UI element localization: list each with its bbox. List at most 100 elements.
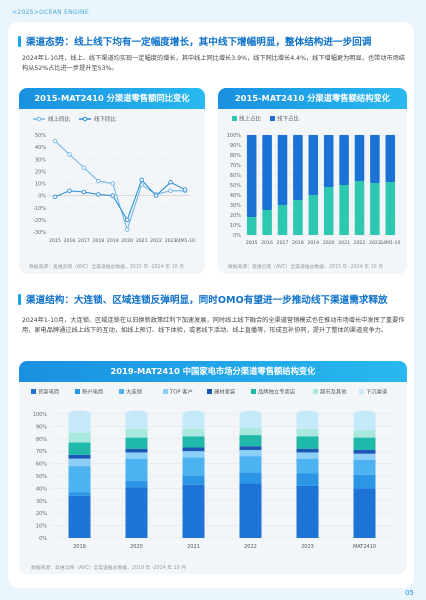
y-tick-label: 10%: [35, 182, 46, 188]
x-tick-label: 2017: [78, 238, 90, 244]
bar-segment: [239, 456, 262, 473]
legend-label-1: 线下同比: [94, 115, 117, 123]
bar-segment: [353, 488, 376, 538]
bar-segment: [296, 436, 319, 449]
bar-segment: [125, 437, 148, 449]
bar-segment: [182, 414, 205, 429]
data-point: [124, 227, 130, 232]
bar-segment: [68, 442, 91, 455]
data-point: [182, 187, 188, 192]
x-tick-label: 2015: [246, 240, 258, 246]
series-line-1: [54, 178, 186, 222]
bar-segment: [239, 414, 262, 428]
y-tick-label: 20%: [35, 169, 46, 175]
bar-segment: [277, 135, 288, 205]
data-point: [168, 180, 173, 185]
legend-label-0: 货架电商: [38, 388, 59, 396]
data-point: [52, 194, 58, 200]
legend-swatch-2: [119, 389, 124, 394]
legend-label-0: 线上占比: [239, 115, 262, 123]
y-tick-label: 20%: [230, 213, 241, 219]
chart-channels-plot: 货架电商 新兴电商 大连锁 TOP 客户 建材家装 品牌独立专卖店 超市及其他 下沉渠道 100…: [31, 388, 393, 550]
x-tick-label: 2019: [107, 238, 119, 244]
data-point: [96, 192, 101, 197]
legend-swatch-1: [75, 389, 80, 394]
legend-swatch-0: [232, 116, 237, 121]
legend-swatch-6: [313, 389, 318, 394]
y-tick-label: -30%: [33, 230, 46, 236]
bar-segment: [239, 427, 262, 436]
bar-segment: [239, 446, 262, 450]
bar-segment: [125, 487, 148, 538]
y-tick-label: 40%: [230, 193, 241, 199]
x-tick-label: 2023: [301, 544, 314, 550]
data-point: [110, 193, 116, 198]
legend-label-5: 品牌独立专卖店: [258, 388, 295, 396]
y-tick-label: 60%: [230, 173, 241, 179]
data-point: [81, 165, 87, 170]
x-tick-label: 2017: [277, 240, 289, 246]
bar-segment: [296, 428, 319, 437]
chart-structure-title: 2015-MAT2410 分渠道零售额结构变化: [218, 88, 407, 109]
bar-segment: [68, 432, 91, 443]
bar-cap: [296, 410, 319, 418]
x-tick-label: MAT2410: [353, 544, 376, 550]
bar-segment: [246, 217, 257, 235]
chart-channels-source: 数据来源：奥维云网（AVC）全渠道推总数据，2019 年 -2024 年 10 …: [31, 566, 187, 571]
y-tick-label: 60%: [36, 462, 47, 468]
bar-cap: [68, 410, 91, 418]
x-tick-label: 2020: [323, 240, 335, 246]
x-tick-label: 2023: [369, 240, 381, 246]
y-tick-label: 90%: [36, 424, 47, 430]
y-tick-label: 80%: [230, 153, 241, 159]
data-point: [153, 193, 159, 198]
bar-segment: [353, 459, 376, 475]
legend-label-7: 下沉渠道: [366, 388, 388, 396]
y-tick-label: 50%: [36, 474, 47, 480]
bar-segment: [296, 485, 319, 538]
bar-segment: [339, 185, 349, 235]
data-point: [139, 177, 144, 183]
y-tick-label: 90%: [230, 143, 241, 149]
bar-segment: [239, 435, 262, 447]
x-tick-label: 2021: [187, 544, 200, 550]
x-tick-label: 2019: [73, 544, 86, 550]
x-tick-label: 2019: [307, 240, 319, 246]
bar-segment: [353, 449, 376, 454]
bar-segment: [68, 414, 91, 433]
legend-swatch-4: [207, 389, 212, 394]
y-tick-label: 0%: [39, 536, 47, 542]
bar-cap: [125, 410, 148, 418]
bar-segment: [353, 453, 376, 460]
y-tick-label: 20%: [36, 511, 47, 517]
section2-paragraph: 2024年1-10月，大连锁、区域连锁在以旧换新政策红利下加速发展，同时线上线下…: [22, 317, 405, 334]
bar-segment: [125, 448, 148, 453]
bar-segment: [296, 473, 319, 486]
bar-segment: [182, 428, 205, 437]
bar-segment: [182, 451, 205, 458]
bar-segment: [277, 205, 288, 235]
data-point: [110, 181, 116, 186]
bar-segment: [353, 430, 376, 438]
section1-heading-bar: [18, 36, 21, 47]
bar-segment: [296, 458, 319, 474]
data-point: [67, 188, 72, 194]
bar-segment: [125, 452, 148, 459]
y-tick-label: -10%: [33, 206, 46, 212]
legend-marker-0: [36, 116, 42, 122]
y-tick-label: 0%: [38, 194, 46, 200]
y-tick-label: 70%: [230, 163, 241, 169]
chart-channels-card: 2019-MAT2410 中国家电市场分渠道零售额结构变化 货架电商 新兴电商 大连…: [19, 361, 407, 574]
y-tick-label: 40%: [35, 145, 46, 151]
data-point: [81, 189, 87, 195]
x-tick-label: 2022: [354, 240, 366, 246]
x-tick-label: 2021: [136, 238, 148, 244]
bar-segment: [239, 472, 262, 484]
bar-segment: [370, 183, 380, 235]
y-tick-label: 40%: [36, 486, 47, 492]
bar-segment: [182, 457, 205, 476]
bar-segment: [296, 452, 319, 459]
section2-heading: 渠道结构：大连锁、区域连锁反弹明显，同时OMO有望进一步推动线下渠道需求释放: [18, 292, 388, 306]
bar-segment: [182, 447, 205, 452]
